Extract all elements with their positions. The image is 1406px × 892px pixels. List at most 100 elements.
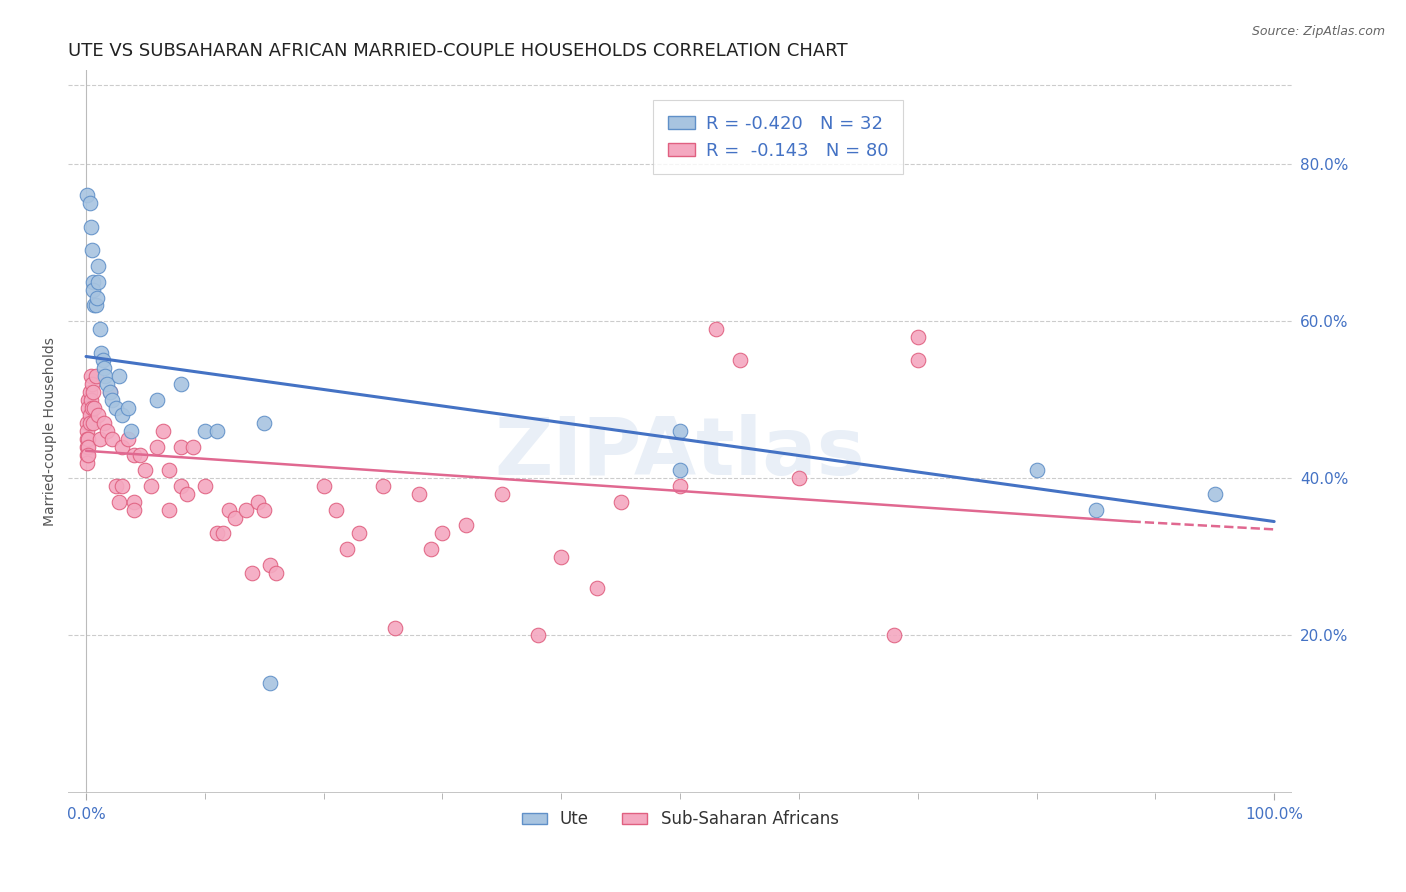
Point bbox=[1084, 502, 1107, 516]
Point bbox=[101, 432, 124, 446]
Point bbox=[117, 401, 139, 415]
Point bbox=[90, 345, 112, 359]
Point bbox=[96, 424, 118, 438]
Point bbox=[82, 275, 104, 289]
Point bbox=[253, 502, 276, 516]
Point bbox=[89, 322, 111, 336]
Point bbox=[108, 495, 131, 509]
Point bbox=[907, 330, 929, 344]
Point bbox=[80, 376, 103, 391]
Point bbox=[264, 566, 287, 580]
Point bbox=[122, 502, 145, 516]
Point bbox=[609, 495, 631, 509]
Point bbox=[205, 424, 228, 438]
Point bbox=[194, 479, 217, 493]
Legend: Ute, Sub-Saharan Africans: Ute, Sub-Saharan Africans bbox=[515, 804, 845, 835]
Point bbox=[194, 424, 217, 438]
Point bbox=[122, 495, 145, 509]
Point bbox=[146, 440, 169, 454]
Point bbox=[259, 558, 281, 572]
Text: ZIPAtlas: ZIPAtlas bbox=[495, 414, 866, 491]
Point bbox=[247, 495, 270, 509]
Point bbox=[82, 384, 104, 399]
Point bbox=[80, 369, 103, 384]
Point bbox=[224, 510, 246, 524]
Point bbox=[349, 526, 371, 541]
Point bbox=[76, 456, 98, 470]
Point bbox=[325, 502, 347, 516]
Point bbox=[176, 487, 198, 501]
Point bbox=[111, 409, 134, 423]
Point bbox=[108, 369, 131, 384]
Point bbox=[77, 432, 100, 446]
Point bbox=[242, 566, 264, 580]
Point bbox=[76, 424, 98, 438]
Point bbox=[96, 376, 118, 391]
Point bbox=[87, 409, 110, 423]
Point bbox=[907, 353, 929, 368]
Point bbox=[122, 448, 145, 462]
Point bbox=[80, 219, 103, 234]
Point bbox=[146, 392, 169, 407]
Point bbox=[79, 196, 101, 211]
Text: UTE VS SUBSAHARAN AFRICAN MARRIED-COUPLE HOUSEHOLDS CORRELATION CHART: UTE VS SUBSAHARAN AFRICAN MARRIED-COUPLE… bbox=[69, 42, 848, 60]
Point bbox=[104, 479, 127, 493]
Point bbox=[408, 487, 430, 501]
Point bbox=[87, 259, 110, 273]
Point bbox=[101, 392, 124, 407]
Point bbox=[77, 448, 100, 462]
Point bbox=[98, 384, 121, 399]
Point bbox=[371, 479, 394, 493]
Point bbox=[550, 549, 572, 564]
Point bbox=[86, 291, 108, 305]
Point bbox=[787, 471, 810, 485]
Point bbox=[170, 440, 193, 454]
Point bbox=[80, 392, 103, 407]
Point bbox=[170, 376, 193, 391]
Point bbox=[157, 502, 180, 516]
Point bbox=[76, 440, 98, 454]
Point bbox=[1204, 487, 1226, 501]
Point bbox=[128, 448, 150, 462]
Point bbox=[134, 463, 156, 477]
Point bbox=[419, 542, 441, 557]
Point bbox=[79, 409, 101, 423]
Point bbox=[76, 188, 98, 202]
Point bbox=[384, 621, 406, 635]
Point bbox=[312, 479, 335, 493]
Point bbox=[259, 675, 281, 690]
Point bbox=[205, 526, 228, 541]
Point bbox=[98, 384, 121, 399]
Point bbox=[456, 518, 478, 533]
Point bbox=[336, 542, 359, 557]
Point bbox=[77, 440, 100, 454]
Point bbox=[82, 417, 104, 431]
Point bbox=[111, 479, 134, 493]
Point bbox=[84, 369, 107, 384]
Point bbox=[91, 353, 114, 368]
Point bbox=[432, 526, 454, 541]
Point bbox=[77, 392, 100, 407]
Point bbox=[79, 384, 101, 399]
Point bbox=[235, 502, 257, 516]
Point bbox=[253, 417, 276, 431]
Point bbox=[211, 526, 233, 541]
Point bbox=[669, 463, 692, 477]
Point bbox=[491, 487, 513, 501]
Point bbox=[82, 283, 104, 297]
Point bbox=[704, 322, 727, 336]
Point bbox=[157, 463, 180, 477]
Point bbox=[111, 440, 134, 454]
Y-axis label: Married-couple Households: Married-couple Households bbox=[44, 336, 58, 525]
Point bbox=[218, 502, 240, 516]
Text: Source: ZipAtlas.com: Source: ZipAtlas.com bbox=[1251, 25, 1385, 38]
Point bbox=[79, 417, 101, 431]
Point bbox=[181, 440, 204, 454]
Point bbox=[526, 628, 548, 642]
Point bbox=[669, 479, 692, 493]
Point bbox=[76, 417, 98, 431]
Point bbox=[669, 424, 692, 438]
Point bbox=[120, 424, 142, 438]
Point bbox=[94, 369, 117, 384]
Point bbox=[586, 582, 609, 596]
